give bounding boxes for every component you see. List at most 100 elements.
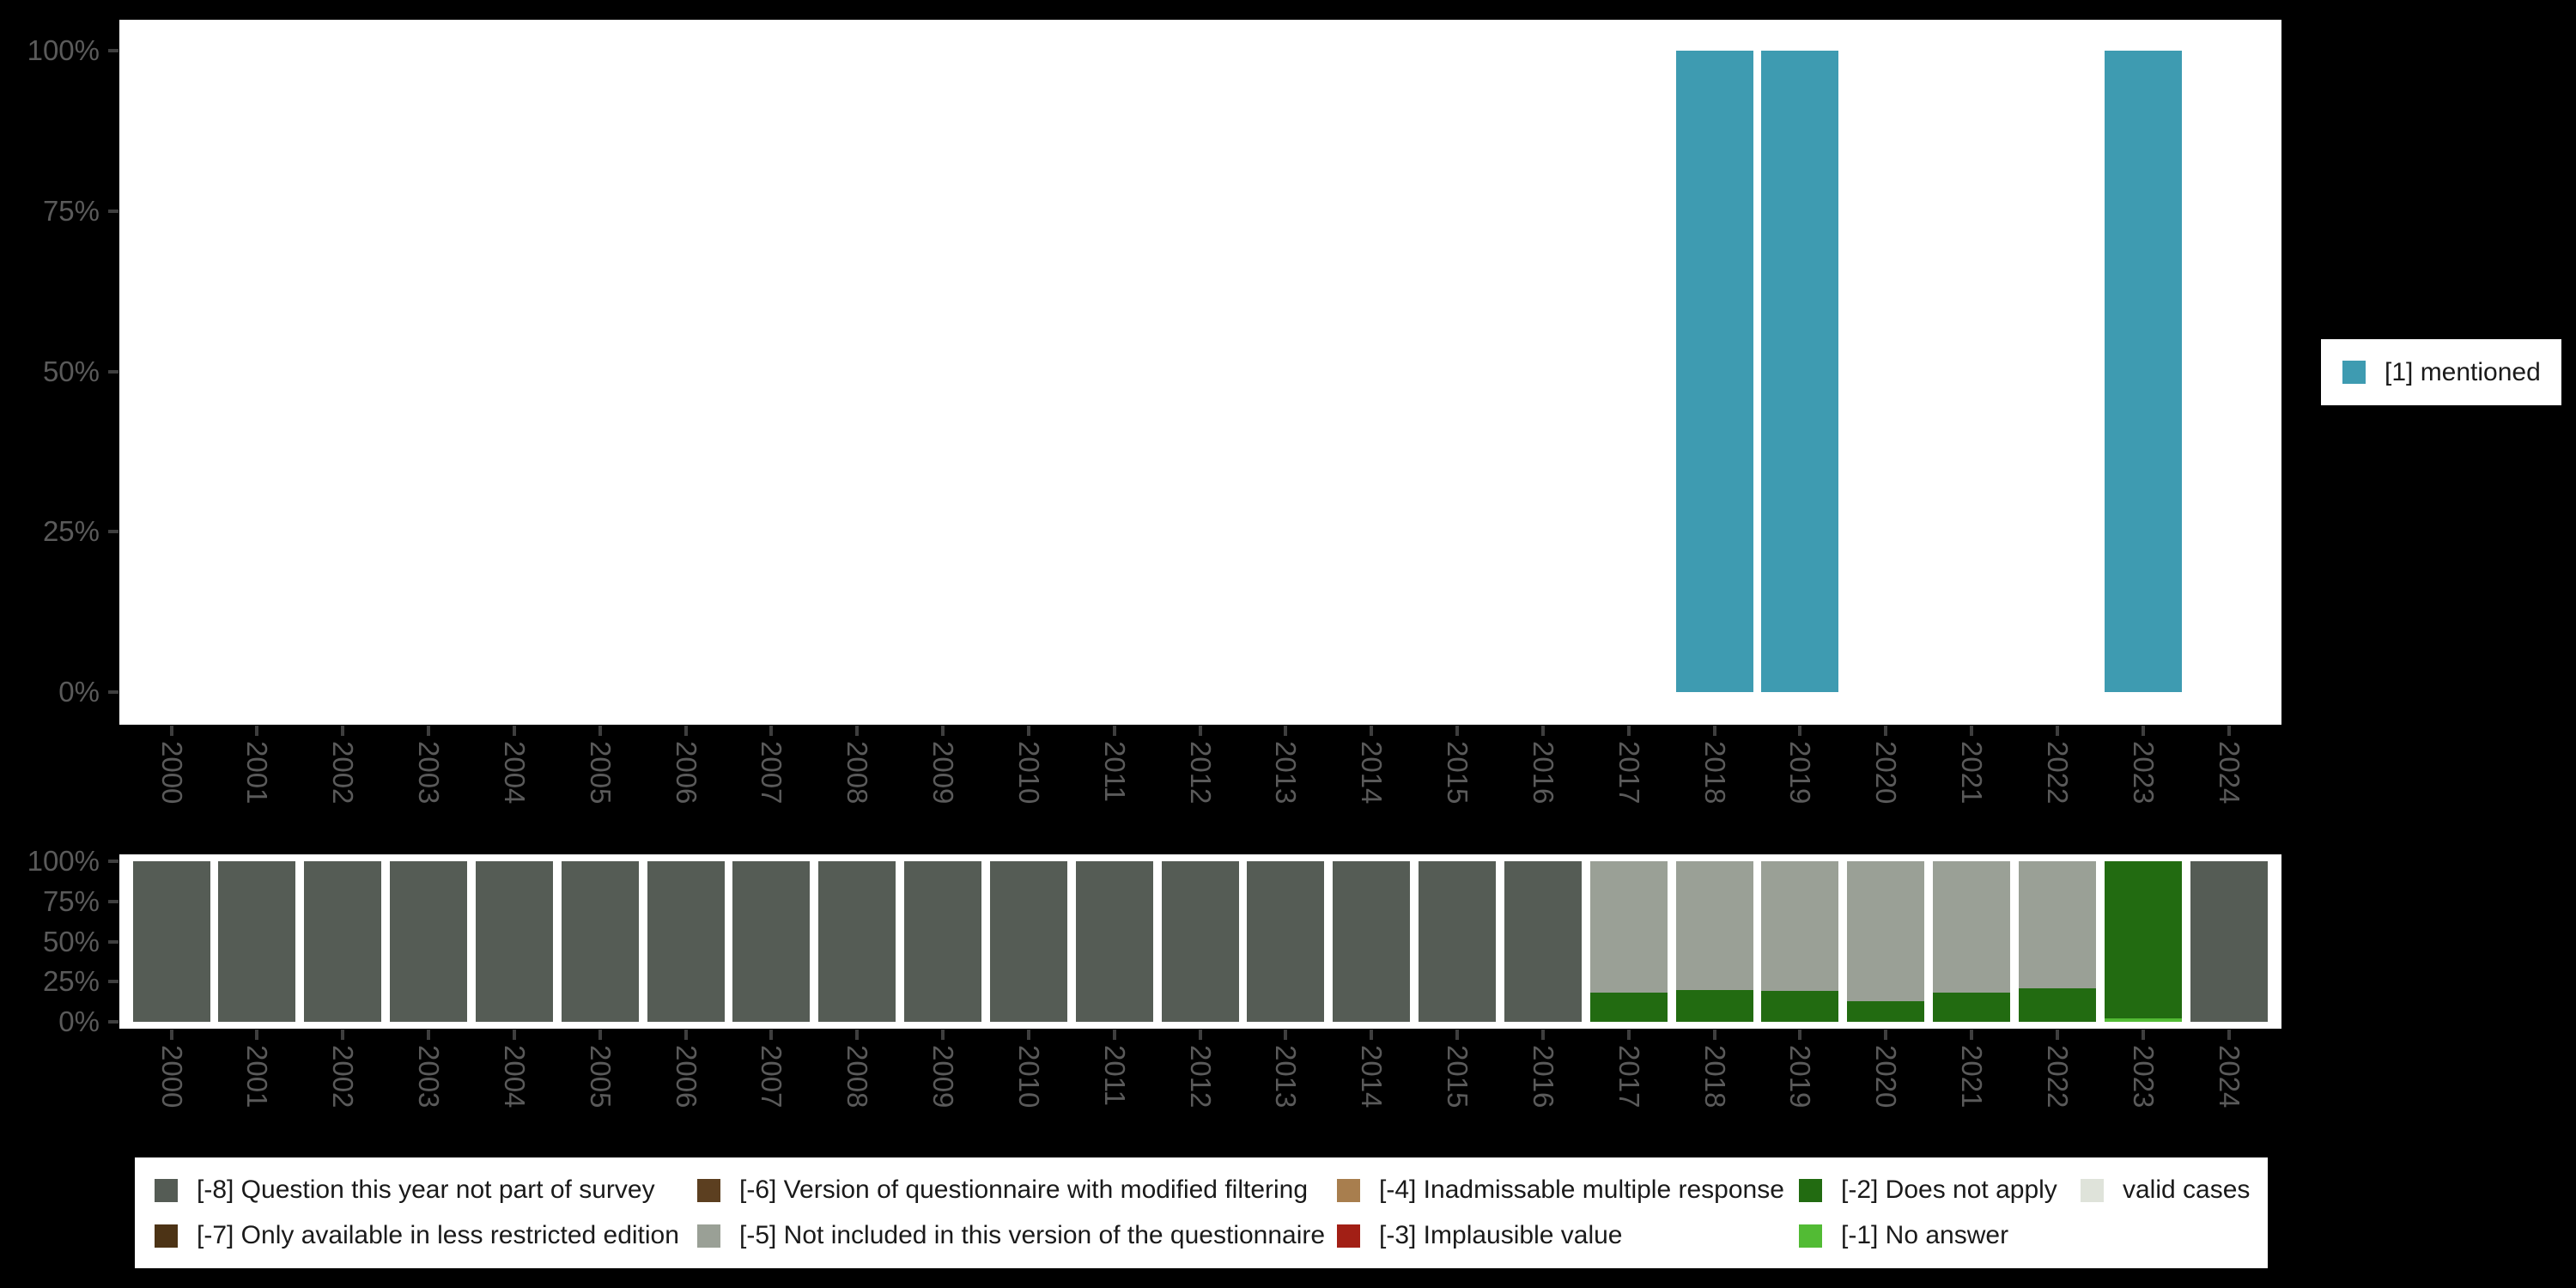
bar-segment-missing — [1075, 861, 1153, 1022]
legend-label: valid cases — [2123, 1176, 2251, 1204]
x-axis-tick — [1970, 1030, 1973, 1040]
y-axis-label: 50% — [42, 355, 100, 387]
x-axis-label: 2013 — [1270, 741, 1303, 805]
legend-swatch — [1799, 1178, 1822, 1202]
x-axis-tick — [683, 726, 688, 736]
x-axis-tick — [2141, 1030, 2145, 1040]
x-axis-tick — [169, 726, 173, 736]
y-axis-tick — [108, 939, 118, 944]
x-axis-tick — [941, 726, 945, 736]
x-axis-tick — [1370, 1030, 1374, 1040]
bar-segment-missing — [1161, 861, 1239, 1022]
bar-segment-missing — [1247, 861, 1325, 1022]
bar-segment-missing — [647, 861, 725, 1022]
x-axis-tick — [2055, 1030, 2059, 1040]
x-axis-tick — [169, 1030, 173, 1040]
x-axis-tick — [255, 726, 259, 736]
x-axis-label: 2021 — [1956, 741, 1988, 805]
legend-swatch — [697, 1224, 720, 1248]
x-axis-label: 2003 — [413, 1045, 445, 1109]
x-axis-tick — [855, 1030, 860, 1040]
x-axis-label: 2007 — [756, 1045, 788, 1109]
bar-segment-missing — [1589, 993, 1668, 1022]
x-axis-label: 2010 — [1012, 1045, 1045, 1109]
y-axis-label: 25% — [42, 965, 100, 998]
bar-segment-missing — [1333, 861, 1411, 1022]
x-axis-label: 2024 — [2213, 741, 2245, 805]
legend-item: [-2] Does not apply — [1799, 1173, 2057, 1207]
x-axis-label: 2012 — [1184, 741, 1217, 805]
x-axis-label: 2008 — [841, 741, 874, 805]
y-axis-label: 75% — [42, 194, 100, 227]
x-axis-tick — [769, 1030, 774, 1040]
x-axis-label: 2000 — [155, 1045, 188, 1109]
bar-segment-missing — [2018, 987, 2096, 1022]
x-axis-tick — [341, 726, 345, 736]
x-axis-tick — [1540, 1030, 1545, 1040]
x-axis-label: 2022 — [2041, 1045, 2074, 1109]
x-axis-tick — [255, 1030, 259, 1040]
legend-item: [-5] Not included in this version of the… — [697, 1218, 1325, 1253]
x-axis-label: 2005 — [584, 741, 617, 805]
bar-segment-missing — [2104, 1018, 2182, 1022]
bar-segment-missing — [989, 861, 1067, 1022]
y-axis-tick — [108, 369, 118, 374]
x-axis-label: 2013 — [1270, 1045, 1303, 1109]
x-axis-label: 2015 — [1442, 1045, 1473, 1109]
x-axis-tick — [341, 1030, 345, 1040]
x-axis-label: 2005 — [584, 1045, 617, 1109]
x-axis-label: 2014 — [1356, 741, 1388, 805]
legend-label: [-3] Implausible value — [1379, 1221, 1623, 1249]
x-axis-tick — [1284, 726, 1288, 736]
x-axis-label: 2014 — [1356, 1045, 1388, 1109]
bar-segment-missing — [390, 861, 467, 1022]
x-axis-tick — [1540, 726, 1545, 736]
bar-segment-missing — [732, 861, 811, 1022]
bar-segment-mentioned — [1761, 51, 1839, 692]
legend-label-mentioned: [1] mentioned — [2385, 357, 2541, 386]
legend-item: [-1] No answer — [1799, 1218, 2008, 1253]
x-axis-tick — [1112, 726, 1116, 736]
legend-swatch — [697, 1178, 720, 1202]
x-axis-tick — [855, 726, 860, 736]
bar-segment-mentioned — [1675, 51, 1753, 692]
x-axis-tick — [2227, 726, 2231, 736]
x-axis-tick — [1884, 726, 1888, 736]
x-axis-tick — [1455, 1030, 1459, 1040]
x-axis-label: 2000 — [155, 741, 188, 805]
bar-segment-missing — [818, 861, 896, 1022]
bar-segment-missing — [904, 861, 981, 1022]
x-axis-label: 2019 — [1784, 1045, 1817, 1109]
legend-item: [-7] Only available in less restricted e… — [155, 1218, 679, 1253]
x-axis-label: 2024 — [2213, 1045, 2245, 1109]
x-axis-label: 2020 — [1870, 741, 1903, 805]
x-axis-label: 2015 — [1442, 741, 1473, 805]
x-axis-tick — [1970, 726, 1973, 736]
x-axis-label: 2009 — [927, 741, 959, 805]
legend-swatch — [1799, 1224, 1822, 1248]
legend-label: [-7] Only available in less restricted e… — [197, 1221, 679, 1249]
y-axis-label: 25% — [42, 515, 100, 548]
legend-item: [-8] Question this year not part of surv… — [155, 1173, 655, 1207]
x-axis-tick — [1026, 1030, 1030, 1040]
legend-label: [-4] Inadmissable multiple response — [1379, 1176, 1784, 1204]
x-axis-label: 2006 — [670, 1045, 702, 1109]
bar-segment-missing — [2104, 861, 2182, 1019]
y-axis-label: 0% — [58, 1005, 100, 1037]
x-axis-tick — [1712, 726, 1716, 736]
x-axis-label: 2003 — [413, 741, 445, 805]
x-axis-label: 2019 — [1784, 741, 1817, 805]
x-axis-label: 2006 — [670, 741, 702, 805]
x-axis-tick — [512, 1030, 516, 1040]
legend-swatch — [2081, 1178, 2104, 1202]
x-axis-label: 2023 — [2127, 741, 2160, 805]
x-axis-tick — [1370, 726, 1374, 736]
y-axis-tick — [108, 1020, 118, 1024]
bar-segment-missing — [132, 861, 210, 1022]
x-axis-label: 2017 — [1613, 741, 1645, 805]
legend-item: [-4] Inadmissable multiple response — [1337, 1173, 1784, 1207]
y-axis-label: 100% — [27, 34, 100, 66]
bar-segment-missing — [304, 861, 382, 1022]
x-axis-tick — [1798, 1030, 1802, 1040]
